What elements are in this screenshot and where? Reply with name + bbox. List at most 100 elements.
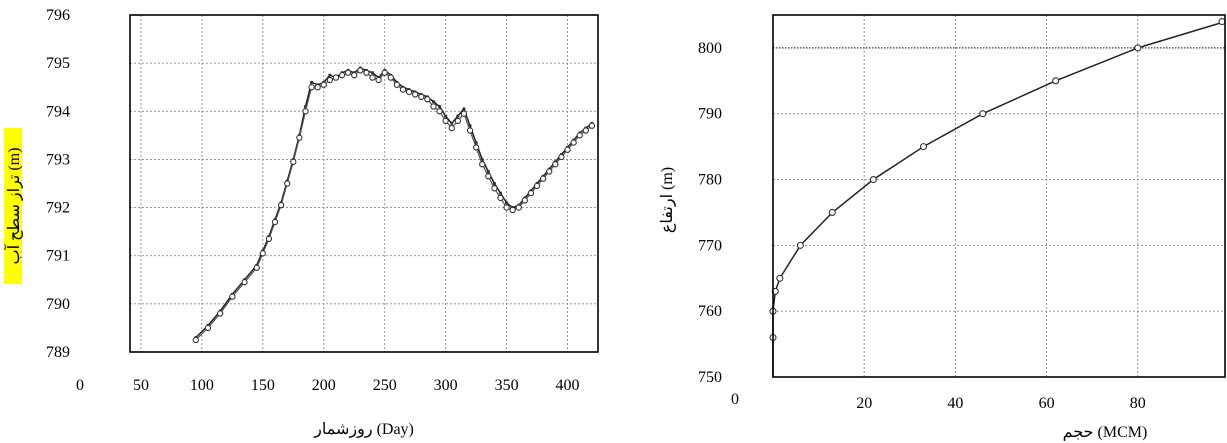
right-x-tick-label: 80 (1130, 395, 1146, 412)
left-x-tick-label: 100 (190, 377, 214, 394)
left-data-point-observed (521, 197, 529, 204)
left-data-point-observed (570, 139, 577, 146)
left-x-tick-label: 0 (76, 377, 84, 394)
right-y-tick-label: 770 (698, 237, 722, 254)
left-data-point-observed (217, 310, 224, 317)
left-data-point-observed (448, 124, 455, 132)
right-y-tick-label: 760 (698, 303, 722, 320)
right-x-axis-title: حجم (MCM) (1063, 424, 1148, 441)
left-data-point-simulated (462, 107, 466, 111)
left-data-point-observed (357, 67, 364, 74)
left-x-tick-label: 300 (434, 377, 458, 394)
left-tick-labels: 0 50 100 150 200 250 300 350 400 789 790 791 792 793 7… (46, 7, 580, 394)
right-y-tick-label: 800 (698, 40, 722, 57)
left-data-point-observed (290, 158, 297, 165)
left-data-point-observed (351, 72, 358, 79)
left-data-point-observed (466, 127, 474, 134)
left-data-point-simulated (444, 114, 448, 118)
left-data-point-observed (229, 293, 236, 300)
left-data-point-observed (369, 74, 376, 81)
left-data-point-simulated (492, 181, 496, 186)
left-series-line-1 (195, 67, 593, 339)
right-grid (773, 15, 1225, 377)
right-plot-frame (772, 14, 1226, 378)
left-data-point-simulated (370, 71, 375, 75)
right-data-point (919, 143, 928, 151)
left-data-point-simulated (474, 140, 478, 145)
left-data-point-observed (436, 108, 443, 115)
right-data-point (1218, 18, 1226, 26)
left-data-point-observed (527, 189, 535, 197)
left-data-point-observed (399, 86, 407, 93)
left-data-point-observed (308, 84, 315, 91)
left-data-point-observed (509, 206, 516, 214)
right-y-tick-label: 750 (698, 369, 722, 386)
left-data-point-observed (375, 76, 382, 84)
left-data-point-observed (363, 69, 370, 76)
left-data-point-observed (344, 69, 352, 76)
right-data-point (979, 110, 987, 118)
left-data-point-observed (314, 84, 321, 91)
left-y-axis-title: تراز سطح آب (m) (3, 148, 23, 265)
left-y-tick-label: 795 (46, 55, 70, 72)
left-x-tick-label: 400 (556, 377, 580, 394)
left-data-point-observed (533, 182, 541, 190)
left-data-point-simulated (456, 114, 460, 118)
right-y-tick-label: 790 (698, 106, 722, 123)
left-grid (130, 15, 598, 352)
left-data-point-observed (412, 91, 419, 98)
left-x-axis-title: روزشمار (Day) (313, 421, 414, 438)
left-data-point-observed (405, 88, 413, 96)
right-tick-labels: 0 20 40 60 80 750 760 770 780 790 800 (698, 40, 1146, 412)
left-y-tick-label: 794 (46, 103, 70, 120)
left-data-point-observed (546, 168, 553, 175)
left-data-point-observed (265, 235, 273, 243)
right-x-tick-label: 40 (947, 395, 963, 412)
left-data-point-observed (393, 81, 401, 88)
left-x-tick-label: 350 (495, 377, 519, 394)
left-data-point-observed (302, 108, 309, 115)
left-x-tick-label: 150 (251, 377, 275, 394)
left-data-point-observed (277, 202, 285, 209)
left-data-point-observed (326, 76, 334, 84)
left-data-point-observed (418, 93, 425, 100)
left-data-point-observed (387, 74, 394, 81)
left-data-point-observed (332, 74, 340, 81)
left-data-point-simulated (504, 201, 509, 205)
left-data-point-simulated (450, 121, 454, 125)
left-data-point-observed (424, 96, 431, 103)
left-data-point-observed (515, 204, 522, 211)
left-data-point-simulated (437, 104, 442, 109)
left-data-point-observed (430, 103, 437, 110)
left-data-point-observed (588, 122, 596, 129)
left-series-group (192, 66, 596, 344)
left-data-point-simulated (486, 169, 490, 174)
elevation-volume-chart: 0 20 40 60 80 750 760 770 780 790 800 حجم (MCM) ار… (659, 14, 1226, 441)
left-data-point-observed (582, 127, 589, 134)
left-data-point-observed (479, 161, 486, 168)
left-data-point-observed (460, 110, 468, 117)
right-data-point (828, 208, 836, 217)
left-data-point-observed (576, 132, 583, 139)
left-y-tick-label: 796 (46, 7, 70, 24)
left-data-point-observed (192, 336, 199, 344)
left-data-point-observed (558, 153, 565, 161)
left-data-point-observed (271, 218, 279, 226)
left-data-point-observed (259, 250, 266, 257)
left-data-point-simulated (468, 124, 472, 128)
right-x-tick-label: 0 (731, 391, 739, 408)
left-data-point-simulated (309, 80, 314, 84)
left-data-point-observed (381, 69, 388, 76)
left-y-tick-label: 792 (46, 200, 70, 217)
left-y-tick-label: 793 (46, 151, 70, 168)
water-level-chart: 0 50 100 150 200 250 300 350 400 789 790 791 792 793 7… (3, 7, 599, 438)
left-data-point-simulated (480, 157, 484, 162)
right-x-tick-label: 60 (1039, 395, 1055, 412)
left-data-point-observed (540, 175, 547, 182)
left-data-point-observed (497, 194, 504, 202)
right-y-axis-title: ارتفاع (m) (659, 167, 676, 233)
left-data-point-observed (472, 144, 480, 151)
left-data-point-observed (503, 204, 510, 211)
right-data-point (1052, 77, 1060, 85)
